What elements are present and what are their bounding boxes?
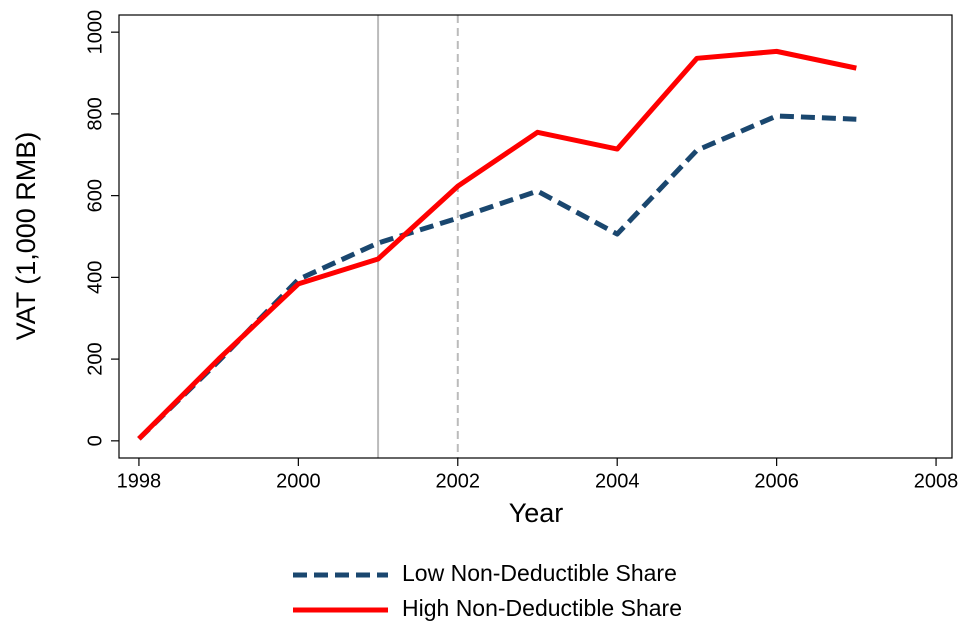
y-tick-label: 400	[84, 261, 106, 294]
y-tick-label: 1000	[84, 10, 106, 55]
y-tick-label: 200	[84, 342, 106, 375]
plot-frame	[118, 14, 953, 459]
x-tick-label: 2008	[914, 470, 959, 492]
x-tick-label: 2000	[276, 470, 321, 492]
legend-label: Low Non-Deductible Share	[402, 560, 677, 586]
y-tick-label: 0	[84, 435, 106, 446]
x-axis-title: Year	[509, 498, 564, 528]
x-tick-label: 1998	[117, 470, 162, 492]
y-tick-label: 800	[84, 97, 106, 130]
x-tick-label: 2002	[436, 470, 481, 492]
x-tick-label: 2006	[754, 470, 799, 492]
y-tick-label: 600	[84, 179, 106, 212]
legend-label: High Non-Deductible Share	[402, 595, 682, 621]
series-line	[137, 48, 857, 441]
x-tick-label: 2004	[595, 470, 640, 492]
y-axis-title: VAT (1,000 RMB)	[11, 132, 41, 341]
